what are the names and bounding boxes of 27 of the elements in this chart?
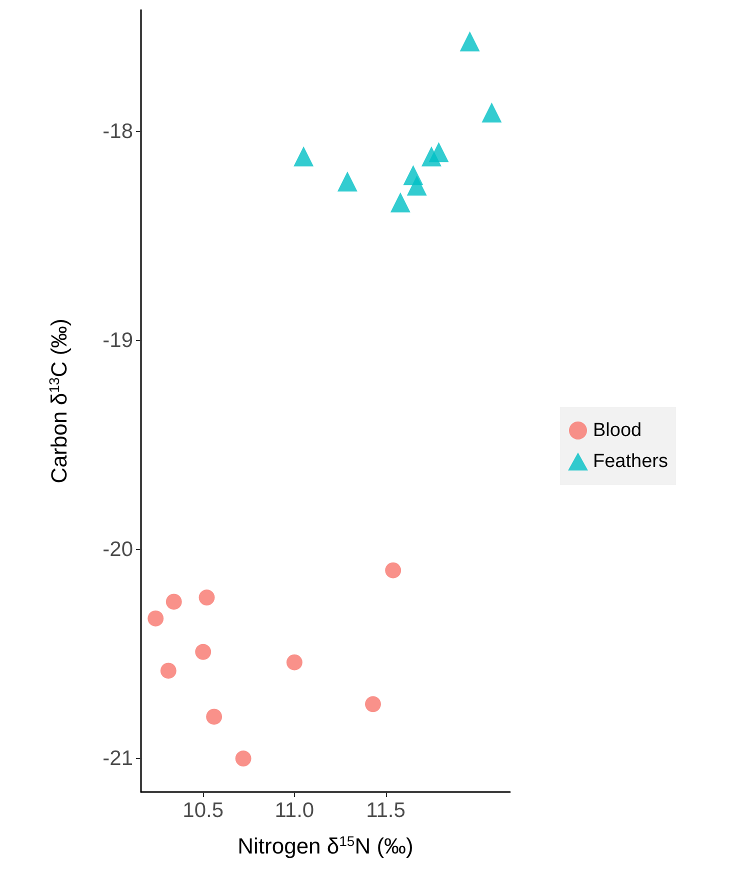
point [166, 594, 182, 610]
x-tick-label: 10.5 [182, 799, 224, 822]
point [286, 654, 302, 670]
point [428, 142, 449, 162]
point [406, 176, 427, 196]
y-axis-title: Carbon δ13C (‰) [46, 318, 72, 484]
point [198, 590, 215, 606]
point [206, 708, 222, 725]
y-tick-label: -21 [102, 747, 133, 770]
point [337, 171, 358, 192]
point [195, 644, 212, 660]
point [385, 562, 402, 578]
point [160, 662, 176, 679]
y-tick-label: -19 [102, 328, 133, 352]
point [390, 192, 410, 212]
point [482, 102, 502, 122]
point [294, 146, 314, 166]
point [235, 750, 252, 767]
legend-label: Feathers [593, 451, 668, 472]
y-tick-label: -20 [102, 538, 133, 561]
point [365, 696, 381, 712]
point [460, 31, 480, 52]
point [148, 610, 164, 626]
x-tick-label: 11.5 [366, 799, 406, 822]
x-tick-label: 11.0 [274, 799, 314, 822]
y-tick-label: -18 [102, 120, 133, 143]
legend-label: Blood [593, 420, 642, 441]
